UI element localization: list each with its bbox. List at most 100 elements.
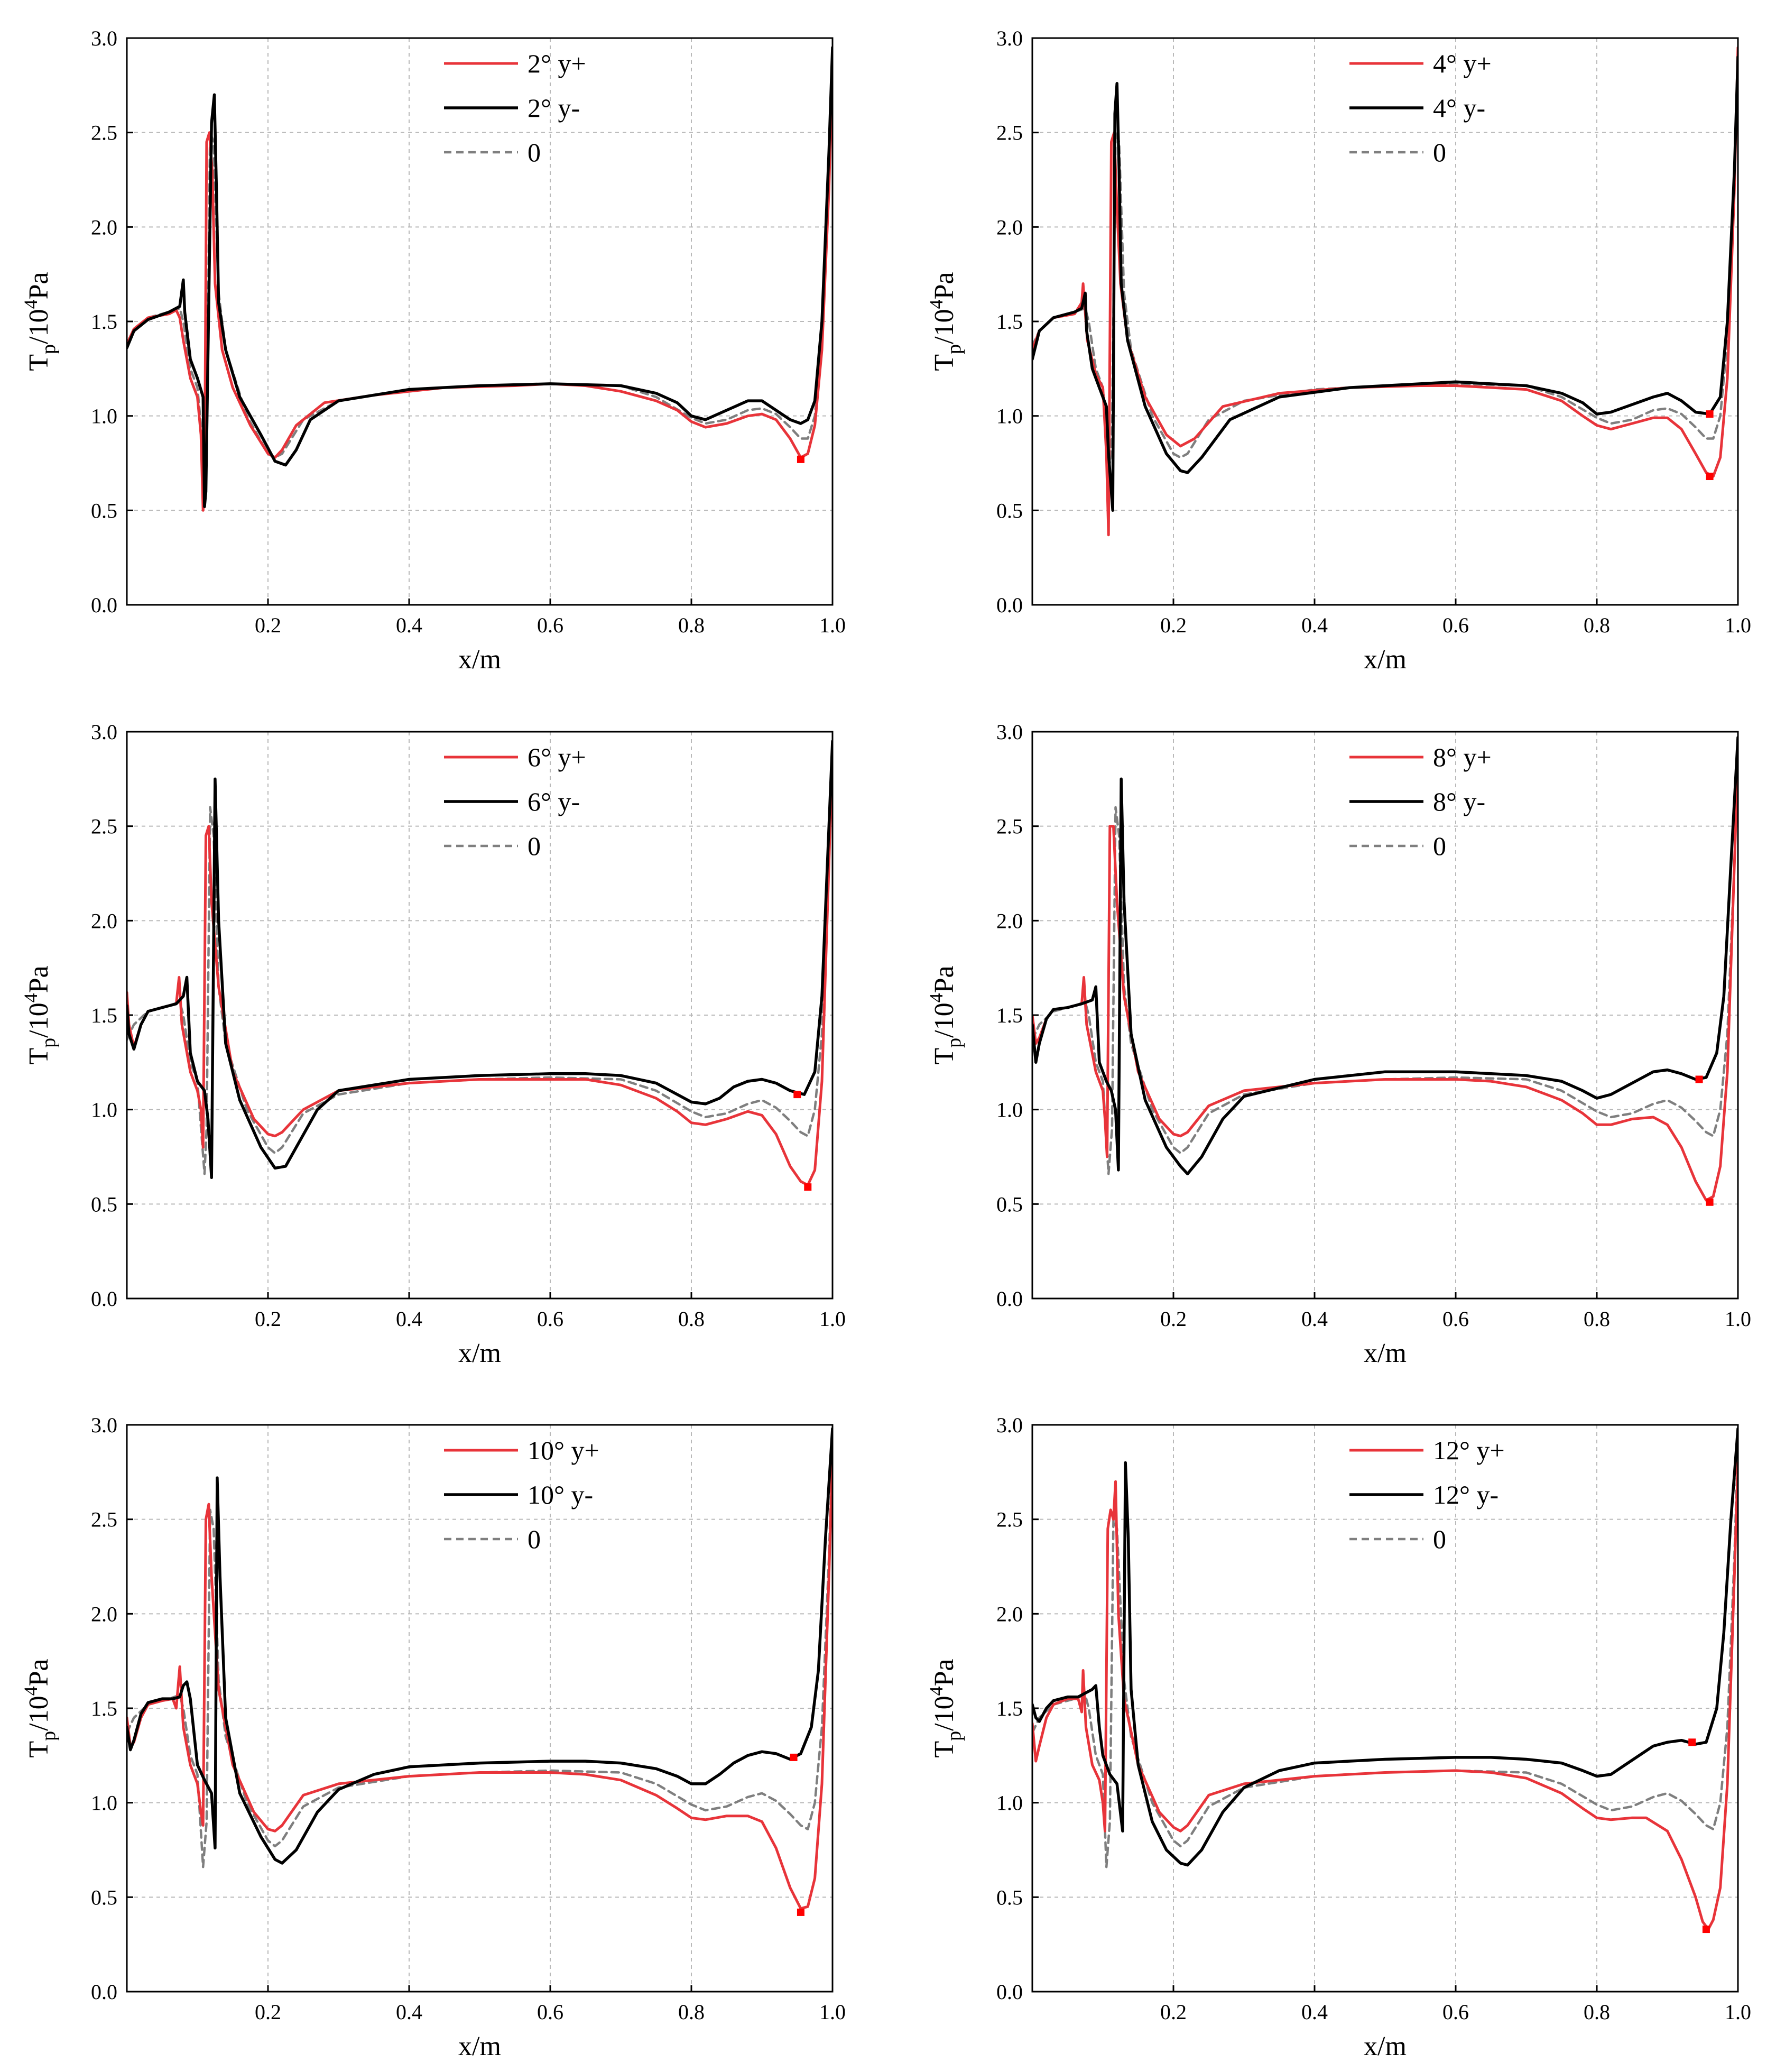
- chart-8-ylabel: Tp/104Pa: [926, 965, 965, 1064]
- chart-4-series-blacksolid: [1032, 55, 1738, 512]
- chart-8-marker: [1695, 1075, 1703, 1083]
- chart-12-ytick-label: 2.0: [996, 1602, 1023, 1626]
- chart-12-xtick-label: 0.6: [1442, 2000, 1469, 2024]
- chart-12-marker: [1688, 1738, 1696, 1746]
- chart-8-panel: 0.2 0.4 0.6 0.8 1.0 0.0 0.5 1.0 1.5 2.0 2.5 3.0 x/m T…: [926, 720, 1751, 1368]
- chart-8-ytick-label: 1.5: [996, 1003, 1023, 1027]
- chart-8-ytick-label: 0.0: [996, 1287, 1023, 1311]
- chart-4-ytick-label: 1.5: [996, 310, 1023, 334]
- chart-6-ylabel: Tp/104Pa: [20, 965, 60, 1064]
- chart-2-xtick-label: 0.4: [396, 613, 422, 637]
- chart-6-legend-label: 6° y-: [528, 787, 580, 816]
- chart-4-xtick-label: 0.8: [1584, 613, 1610, 637]
- chart-6-xtick-label: 0.2: [255, 1307, 281, 1331]
- chart-2-panel: 0.2 0.4 0.6 0.8 1.0 0.0 0.5 1.0 1.5 2.0 2.5 3.0 x/m T…: [20, 26, 846, 675]
- chart-6-ytick-label: 2.0: [91, 909, 117, 933]
- chart-10-ytick-label: 3.0: [91, 1413, 117, 1437]
- chart-12-series-graydashed: [1032, 1442, 1738, 1868]
- chart-4-marker: [1706, 473, 1714, 481]
- chart-8-legend: 8° y+ 8° y- 0: [1349, 742, 1492, 861]
- chart-8-legend-label: 8° y+: [1433, 742, 1492, 772]
- chart-6-ytick-label: 2.5: [91, 815, 117, 839]
- chart-4-series-redsolid: [1032, 46, 1738, 537]
- chart-10-xtick-label: 0.6: [537, 2000, 563, 2024]
- chart-10-marker: [797, 1908, 804, 1916]
- chart-2-xtick-label: 1.0: [819, 613, 846, 637]
- chart-4-ytick-label: 0.0: [996, 593, 1023, 617]
- chart-10-ytick-label: 2.5: [91, 1508, 117, 1532]
- chart-12-ylabel: Tp/104Pa: [926, 1659, 965, 1757]
- chart-10-marker: [790, 1753, 798, 1761]
- chart-12-xtick-label: 0.2: [1160, 2000, 1187, 2024]
- chart-4-legend-label: 0: [1433, 137, 1446, 167]
- chart-8-xtick-label: 1.0: [1725, 1307, 1751, 1331]
- chart-8-series-redsolid: [1032, 759, 1738, 1202]
- chart-6-ytick-label: 3.0: [91, 720, 117, 744]
- chart-4-xtick-label: 1.0: [1725, 613, 1751, 637]
- chart-2-ytick-label: 1.5: [91, 310, 117, 334]
- chart-12-legend-label: 12° y-: [1433, 1480, 1498, 1509]
- chart-10-legend: 10° y+ 10° y- 0: [444, 1435, 599, 1554]
- chart-4-ylabel: Tp/104Pa: [926, 272, 965, 371]
- chart-4-ytick-label: 3.0: [996, 26, 1023, 50]
- chart-6-marker: [793, 1091, 801, 1099]
- chart-8-xtick-label: 0.6: [1442, 1307, 1469, 1331]
- chart-10-ytick-label: 1.0: [91, 1791, 117, 1815]
- chart-2-xtick-label: 0.2: [255, 613, 281, 637]
- chart-4-xtick-label: 0.4: [1301, 613, 1328, 637]
- chart-10-series-redsolid: [127, 1452, 832, 1910]
- chart-12-ytick-label: 3.0: [996, 1413, 1023, 1437]
- chart-6-marker: [804, 1183, 812, 1191]
- chart-10-legend-label: 10° y-: [528, 1480, 593, 1509]
- chart-2-xtick-label: 0.8: [678, 613, 705, 637]
- chart-4-xlabel: x/m: [1364, 644, 1407, 675]
- chart-2-marker: [797, 455, 804, 463]
- chart-2-ylabel: Tp/104Pa: [20, 272, 60, 371]
- chart-4-legend: 4° y+ 4° y- 0: [1349, 49, 1492, 167]
- chart-4-panel: 0.2 0.4 0.6 0.8 1.0 0.0 0.5 1.0 1.5 2.0 2.5 3.0 x/m T…: [926, 26, 1751, 675]
- chart-12-legend-label: 0: [1433, 1524, 1446, 1554]
- chart-10-ytick-label: 0.0: [91, 1980, 117, 2004]
- chart-8-marker: [1706, 1198, 1714, 1206]
- chart-12-xlabel: x/m: [1364, 2031, 1407, 2061]
- chart-2-legend-label: 2° y-: [528, 93, 580, 123]
- chart-10-ylabel: Tp/104Pa: [20, 1659, 60, 1757]
- chart-2-ytick-label: 2.5: [91, 121, 117, 145]
- chart-8-xtick-label: 0.2: [1160, 1307, 1187, 1331]
- chart-6-panel: 0.2 0.4 0.6 0.8 1.0 0.0 0.5 1.0 1.5 2.0 2.5 3.0 x/m T…: [20, 720, 846, 1368]
- chart-12-xtick-label: 0.4: [1301, 2000, 1328, 2024]
- chart-12-marker: [1702, 1926, 1710, 1933]
- chart-10-legend-label: 10° y+: [528, 1435, 599, 1465]
- chart-10-series-graydashed: [127, 1442, 832, 1868]
- chart-12-ytick-label: 2.5: [996, 1508, 1023, 1532]
- chart-2-ytick-label: 0.5: [91, 499, 117, 522]
- chart-12-ytick-label: 0.0: [996, 1980, 1023, 2004]
- chart-8-xtick-label: 0.4: [1301, 1307, 1328, 1331]
- chart-6-series-graydashed: [127, 749, 832, 1175]
- chart-6-ytick-label: 1.0: [91, 1098, 117, 1122]
- chart-10-xtick-label: 0.8: [678, 2000, 705, 2024]
- chart-8-series-graydashed: [1032, 749, 1738, 1175]
- chart-4-xtick-label: 0.6: [1442, 613, 1469, 637]
- chart-8-legend-label: 8° y-: [1433, 787, 1485, 816]
- chart-10-xtick-label: 0.4: [396, 2000, 422, 2024]
- chart-10-ytick-label: 2.0: [91, 1602, 117, 1626]
- chart-10-xtick-label: 0.2: [255, 2000, 281, 2024]
- chart-2-ytick-label: 0.0: [91, 593, 117, 617]
- chart-2-ytick-label: 2.0: [91, 215, 117, 239]
- chart-8-series-blacksolid: [1032, 735, 1738, 1175]
- chart-12-xtick-label: 0.8: [1584, 2000, 1610, 2024]
- chart-6-ytick-label: 1.5: [91, 1003, 117, 1027]
- chart-10-series-blacksolid: [127, 1427, 832, 1865]
- chart-6-legend-label: 6° y+: [528, 742, 586, 772]
- chart-8-legend-label: 0: [1433, 831, 1446, 861]
- chart-4-xtick-label: 0.2: [1160, 613, 1187, 637]
- chart-10-panel: 0.2 0.4 0.6 0.8 1.0 0.0 0.5 1.0 1.5 2.0 2.5 3.0 x/m T…: [20, 1413, 846, 2061]
- chart-12-legend-label: 12° y+: [1433, 1435, 1505, 1465]
- chart-4-ytick-label: 2.0: [996, 215, 1023, 239]
- chart-6-xtick-label: 0.4: [396, 1307, 422, 1331]
- chart-4-ytick-label: 2.5: [996, 121, 1023, 145]
- chart-2-ytick-label: 3.0: [91, 26, 117, 50]
- chart-6-ytick-label: 0.0: [91, 1287, 117, 1311]
- chart-4-marker: [1706, 410, 1714, 418]
